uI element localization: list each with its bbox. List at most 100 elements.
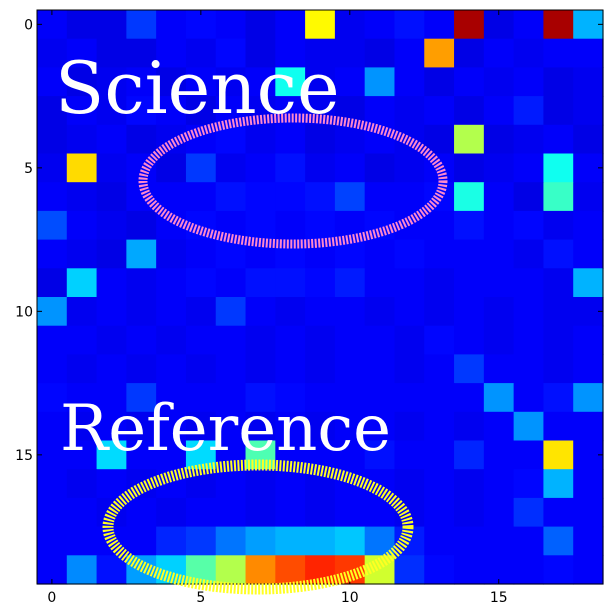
heatmap-cell (513, 268, 545, 298)
heatmap-cell (305, 38, 336, 68)
heatmap-cell (96, 440, 127, 470)
heatmap-cell (245, 153, 276, 183)
heatmap-cell (96, 182, 127, 212)
axis-ticks: 0 5 10 15 0 5 10 15 (15, 10, 603, 606)
heatmap-cell (454, 497, 485, 528)
heatmap-cell (245, 469, 276, 499)
heatmap-cell (513, 383, 545, 413)
heatmap-cell (245, 411, 276, 442)
heatmap-cell (543, 411, 574, 442)
heatmap-cell (513, 67, 545, 97)
heatmap-cell (66, 96, 98, 126)
heatmap-cell (513, 210, 545, 241)
heatmap-cell (37, 411, 68, 442)
heatmap-cell (96, 383, 127, 413)
heatmap-cell (483, 411, 515, 442)
heatmap-cell (305, 497, 336, 528)
heatmap-cell (454, 268, 485, 298)
heatmap-cell (305, 268, 336, 298)
heatmap-cell (126, 411, 157, 442)
heatmap-cell (483, 38, 515, 68)
heatmap-cell (96, 96, 127, 126)
heatmap-cell (454, 38, 485, 68)
heatmap-cell (126, 383, 157, 413)
heatmap-cell (424, 325, 455, 355)
heatmap-cell (215, 354, 247, 384)
heatmap-cell (37, 239, 68, 269)
heatmap-cell (156, 497, 187, 528)
heatmap-cell (37, 268, 68, 298)
heatmap-cell (483, 354, 515, 384)
y-tick-label: 0 (24, 17, 33, 33)
heatmap-cell (126, 526, 157, 556)
heatmap-cell (573, 182, 604, 212)
heatmap-cell (156, 383, 187, 413)
heatmap-cell (96, 469, 127, 499)
heatmap-cell (424, 526, 455, 556)
heatmap-cell (275, 526, 306, 556)
heatmap-cell (245, 239, 276, 269)
x-tick-label: 5 (196, 590, 205, 606)
heatmap-cell (513, 526, 545, 556)
heatmap-cell (66, 555, 98, 585)
heatmap-cell (66, 526, 98, 556)
heatmap-cell (513, 411, 545, 442)
heatmap-cell (275, 67, 306, 97)
heatmap-cell (454, 153, 485, 183)
heatmap-cell (364, 354, 396, 384)
heatmap-cell (185, 411, 217, 442)
heatmap-cell (513, 124, 545, 155)
heatmap-cell (156, 182, 187, 212)
heatmap-cell (156, 96, 187, 126)
heatmap-cell (513, 297, 545, 327)
heatmap-cell (215, 297, 247, 327)
science-ring (138, 113, 448, 249)
heatmap-cell (543, 354, 574, 384)
heatmap-cell (394, 297, 425, 327)
heatmap-cell (245, 526, 276, 556)
heatmap-cell (66, 268, 98, 298)
heatmap-cell (185, 440, 217, 470)
heatmap-cell (483, 239, 515, 269)
heatmap-cell (245, 210, 276, 241)
heatmap-cell (66, 297, 98, 327)
heatmap-cell (245, 124, 276, 155)
heatmap-cell (275, 153, 306, 183)
heatmap-cell (185, 497, 217, 528)
heatmap-cell (215, 497, 247, 528)
heatmap-cell (156, 10, 187, 40)
heatmap-cell (275, 10, 306, 40)
heatmap-cell (364, 38, 396, 68)
heatmap-cell (66, 383, 98, 413)
heatmap-cell (483, 182, 515, 212)
heatmap-cell (305, 67, 336, 97)
heatmap-cell (37, 497, 68, 528)
heatmap-cell (543, 182, 574, 212)
heatmap-cell (66, 497, 98, 528)
heatmap-cell (424, 440, 455, 470)
heatmap-cell (96, 10, 127, 40)
heatmap-cell (215, 210, 247, 241)
heatmap-cell (334, 182, 366, 212)
heatmap-cell (573, 67, 604, 97)
heatmap-cell (275, 383, 306, 413)
heatmap-cell (454, 383, 485, 413)
heatmap-cell (454, 124, 485, 155)
heatmap-cell (215, 325, 247, 355)
heatmap-cell (305, 440, 336, 470)
heatmap-cell (334, 153, 366, 183)
heatmap-cell (483, 526, 515, 556)
heatmap-cell (364, 411, 396, 442)
heatmap-cell (424, 67, 455, 97)
heatmap-cell (483, 67, 515, 97)
heatmap-cell (483, 383, 515, 413)
heatmap-cell (573, 497, 604, 528)
heatmap-cell (513, 96, 545, 126)
heatmap-cell (573, 268, 604, 298)
heatmap-cell (245, 67, 276, 97)
heatmap-cell (334, 383, 366, 413)
heatmap-cell (156, 411, 187, 442)
heatmap-cell (394, 469, 425, 499)
heatmap-cell (96, 67, 127, 97)
